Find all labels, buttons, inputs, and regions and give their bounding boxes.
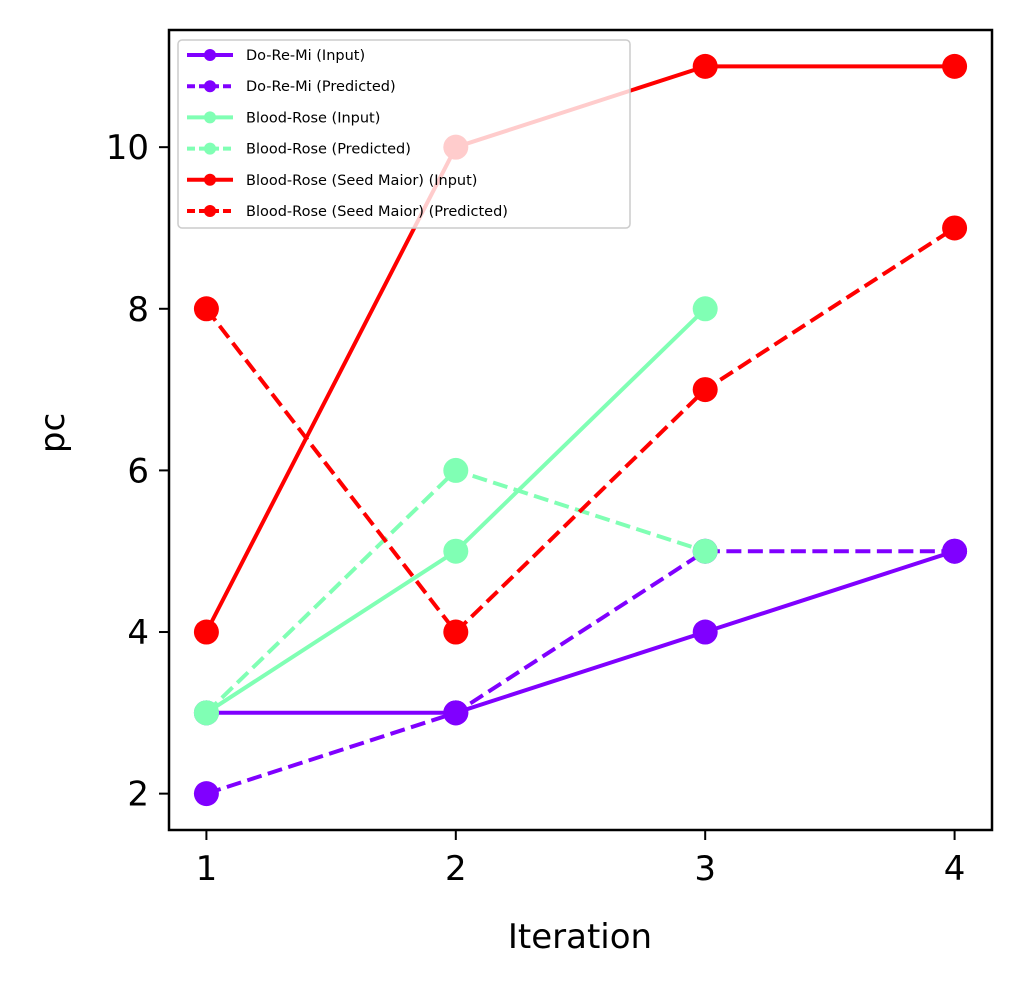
plot-frame: [167, 28, 994, 832]
x-tick-label: 2: [445, 849, 467, 889]
y-tick-label: 8: [127, 290, 149, 330]
x-tick-label: 4: [944, 849, 966, 889]
data-point-4-0: [193, 619, 219, 645]
data-point-5-0: [193, 296, 219, 322]
series-line-1: [205, 549, 955, 796]
data-point-1-3: [942, 538, 968, 564]
legend-label-5: Blood-Rose (Seed Maior) (Predicted): [246, 204, 508, 220]
legend-marker-3: [204, 142, 216, 155]
legend-marker-2: [204, 111, 216, 124]
data-point-3-2: [692, 538, 718, 564]
legend-label-4: Blood-Rose (Seed Maior) (Input): [246, 173, 477, 189]
data-point-1-0: [193, 781, 219, 807]
data-point-3-0: [193, 700, 219, 726]
legend-label-3: Blood-Rose (Predicted): [246, 142, 411, 158]
legend-marker-1: [204, 80, 216, 93]
legend: Do-Re-Mi (Input) Do-Re-Mi (Predicted) Bloo…: [177, 39, 631, 229]
series-1: [193, 538, 968, 807]
legend-box: [177, 39, 631, 229]
x-axis: 1 2 3 4: [196, 830, 966, 889]
legend-marker-5: [204, 205, 216, 217]
legend-label-1: Do-Re-Mi (Predicted): [246, 79, 396, 95]
x-axis-label: Iteration: [508, 917, 652, 957]
series-5: [193, 215, 968, 645]
data-point-5-1: [443, 619, 469, 645]
data-point-4-2: [692, 53, 718, 79]
y-axis-label: pc: [33, 413, 73, 453]
data-point-0-2: [692, 619, 718, 645]
x-tick-label: 1: [196, 849, 218, 889]
legend-marker-0: [204, 49, 216, 61]
legend-label-0: Do-Re-Mi (Input): [246, 48, 365, 64]
data-point-3-1: [443, 457, 469, 483]
x-tick-label: 3: [694, 849, 716, 889]
data-point-5-3: [942, 215, 968, 241]
series-line-5: [204, 226, 956, 634]
data-point-4-3: [942, 53, 968, 79]
legend-label-2: Blood-Rose (Input): [246, 110, 380, 126]
data-point-5-2: [692, 377, 718, 403]
series-3: [193, 457, 718, 726]
y-axis: 2 4 6 8 10: [106, 128, 169, 815]
y-tick-label: 6: [127, 451, 149, 491]
data-point-2-2: [692, 296, 718, 322]
series-line-0: [206, 549, 956, 715]
y-tick-label: 2: [127, 775, 149, 815]
data-point-2-1: [443, 538, 469, 564]
y-tick-label: 4: [127, 613, 149, 653]
y-tick-label: 10: [106, 128, 149, 168]
data-point-1-1: [443, 700, 469, 726]
legend-marker-4: [204, 173, 216, 186]
